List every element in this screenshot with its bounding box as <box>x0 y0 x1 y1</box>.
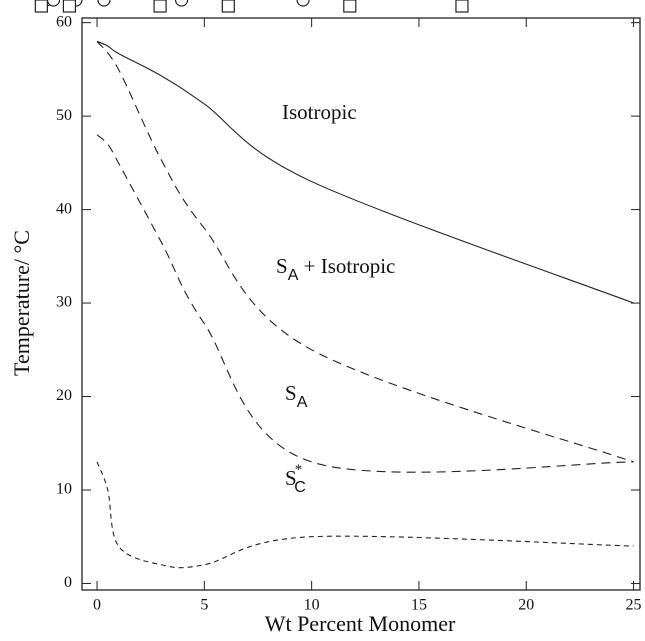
region-label: S* C <box>285 462 306 496</box>
marker <box>174 0 189 7</box>
y-tick-label: 0 <box>64 574 72 591</box>
line <box>96 461 634 569</box>
y-tick-label: 30 <box>56 294 72 311</box>
line <box>96 41 634 463</box>
marker <box>455 0 469 13</box>
line <box>96 134 634 473</box>
x-tick-label: 10 <box>304 597 320 614</box>
label-rest: + Isotropic <box>298 254 395 278</box>
label-text: S <box>285 466 297 490</box>
region-label: Isotropic <box>282 100 357 124</box>
label-sub: C <box>294 479 306 496</box>
marker <box>221 0 235 13</box>
label-sub: A <box>288 267 299 284</box>
x-axis-title: Wt Percent Monomer <box>265 611 456 636</box>
label-text: S <box>276 254 288 278</box>
y-tick-label: 40 <box>56 200 72 217</box>
label-text: Isotropic <box>282 100 357 124</box>
x-tick-label: 5 <box>200 597 208 614</box>
x-tick-label: 20 <box>518 597 534 614</box>
marker <box>153 0 167 13</box>
y-tick-label: 20 <box>56 387 72 404</box>
x-tick-label: 0 <box>93 597 101 614</box>
y-tick-label: 10 <box>56 481 72 498</box>
marker <box>343 0 357 13</box>
region-label: SA + Isotropic <box>276 254 395 284</box>
marker <box>62 0 77 13</box>
marker <box>46 0 61 7</box>
label-text: S <box>285 381 297 405</box>
marker <box>34 0 48 13</box>
y-axis-title: Temperature/ °C <box>9 230 34 376</box>
line <box>96 40 634 304</box>
x-tick-label: 15 <box>411 597 427 614</box>
y-tick-label: 50 <box>56 107 72 124</box>
marker <box>97 0 111 7</box>
label-sup: * <box>295 462 303 478</box>
marker <box>296 0 310 7</box>
label-sub: A <box>297 394 308 411</box>
x-tick-label: 25 <box>626 597 642 614</box>
y-tick-label: 60 <box>56 13 72 30</box>
region-label: SA <box>285 381 308 411</box>
plot-frame <box>81 17 641 591</box>
